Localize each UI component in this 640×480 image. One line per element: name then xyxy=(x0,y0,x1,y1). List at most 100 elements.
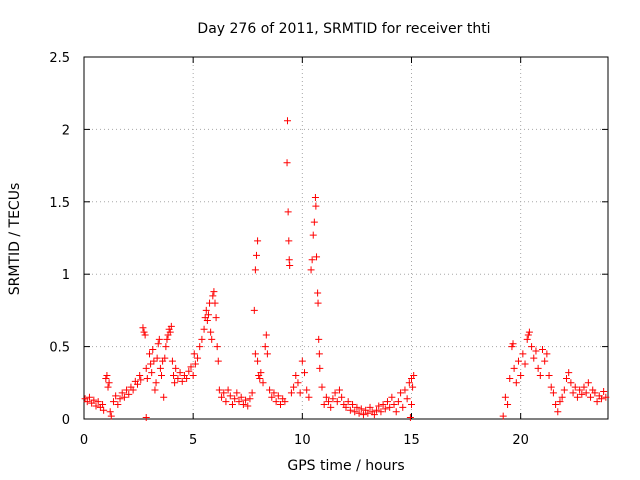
data-point xyxy=(359,411,367,419)
data-point xyxy=(525,328,533,336)
data-point xyxy=(281,398,289,406)
data-point xyxy=(209,292,217,300)
data-point xyxy=(314,299,322,307)
data-point xyxy=(287,389,295,397)
data-point xyxy=(501,393,509,401)
data-point xyxy=(107,412,115,420)
data-point xyxy=(554,408,562,416)
data-point xyxy=(235,398,243,406)
data-point xyxy=(204,311,212,319)
data-point xyxy=(263,350,271,358)
data-point xyxy=(549,389,557,397)
data-point xyxy=(103,372,111,380)
data-point xyxy=(315,335,323,343)
data-point xyxy=(512,379,520,387)
data-point xyxy=(248,389,256,397)
data-point xyxy=(142,414,150,422)
data-point xyxy=(83,398,91,406)
y-tick-label: 1.5 xyxy=(49,196,70,211)
data-point xyxy=(116,395,124,403)
data-point xyxy=(120,393,128,401)
data-point xyxy=(346,406,354,414)
data-point xyxy=(242,396,250,404)
data-point xyxy=(109,398,117,406)
data-point xyxy=(338,393,346,401)
data-point xyxy=(320,401,328,409)
data-point xyxy=(314,289,322,297)
data-point xyxy=(160,393,168,401)
data-point xyxy=(303,386,311,394)
data-point xyxy=(246,395,254,403)
data-point xyxy=(147,360,155,368)
data-point xyxy=(519,350,527,358)
data-point xyxy=(534,364,542,372)
data-point xyxy=(162,343,170,351)
data-point xyxy=(556,398,564,406)
data-point xyxy=(259,379,267,387)
data-point xyxy=(189,372,197,380)
data-point xyxy=(543,350,551,358)
y-tick-label: 2 xyxy=(62,123,70,138)
data-point xyxy=(194,354,202,362)
data-point xyxy=(261,343,269,351)
data-point xyxy=(408,401,415,409)
data-point xyxy=(399,403,407,411)
data-point xyxy=(200,325,208,333)
data-point xyxy=(351,408,359,416)
data-point xyxy=(158,372,166,380)
data-point xyxy=(364,409,372,417)
data-point xyxy=(530,354,538,362)
data-point xyxy=(198,335,206,343)
data-point xyxy=(171,379,179,387)
data-point xyxy=(190,350,198,358)
data-point xyxy=(212,314,220,322)
data-point xyxy=(156,364,164,372)
data-point xyxy=(148,369,156,377)
data-point xyxy=(602,393,610,401)
data-point xyxy=(244,402,252,410)
data-point xyxy=(584,379,592,387)
data-point xyxy=(133,380,141,388)
data-point xyxy=(102,374,110,382)
data-point xyxy=(309,231,317,239)
data-point xyxy=(118,389,126,397)
data-point xyxy=(112,392,120,400)
data-point xyxy=(143,374,151,382)
data-point xyxy=(170,372,178,380)
data-point xyxy=(308,256,316,264)
data-point xyxy=(329,395,337,403)
data-point xyxy=(85,393,93,401)
data-point xyxy=(106,408,114,416)
data-point xyxy=(591,389,599,397)
data-point xyxy=(580,383,588,391)
data-point xyxy=(203,317,211,325)
data-point xyxy=(536,372,544,380)
data-point xyxy=(210,288,218,296)
data-point xyxy=(202,306,210,314)
data-point xyxy=(514,357,522,365)
data-point xyxy=(222,398,230,406)
data-point xyxy=(176,369,184,377)
data-point xyxy=(410,372,418,380)
data-point xyxy=(532,347,540,355)
data-point xyxy=(315,350,323,358)
data-point xyxy=(274,392,282,400)
x-axis-title: GPS time / hours xyxy=(287,458,404,474)
data-point xyxy=(153,354,161,362)
data-point xyxy=(545,372,553,380)
data-point xyxy=(539,345,546,353)
data-point xyxy=(383,398,391,406)
data-point xyxy=(499,412,507,420)
data-point xyxy=(185,367,193,375)
data-point xyxy=(571,383,579,391)
data-point xyxy=(272,398,280,406)
data-point xyxy=(355,409,363,417)
data-point xyxy=(283,159,291,167)
data-point xyxy=(405,379,413,387)
data-point xyxy=(136,372,144,380)
data-point xyxy=(305,393,313,401)
data-point xyxy=(508,343,516,351)
data-point xyxy=(390,401,398,409)
data-point xyxy=(409,383,417,391)
data-point xyxy=(233,389,241,397)
